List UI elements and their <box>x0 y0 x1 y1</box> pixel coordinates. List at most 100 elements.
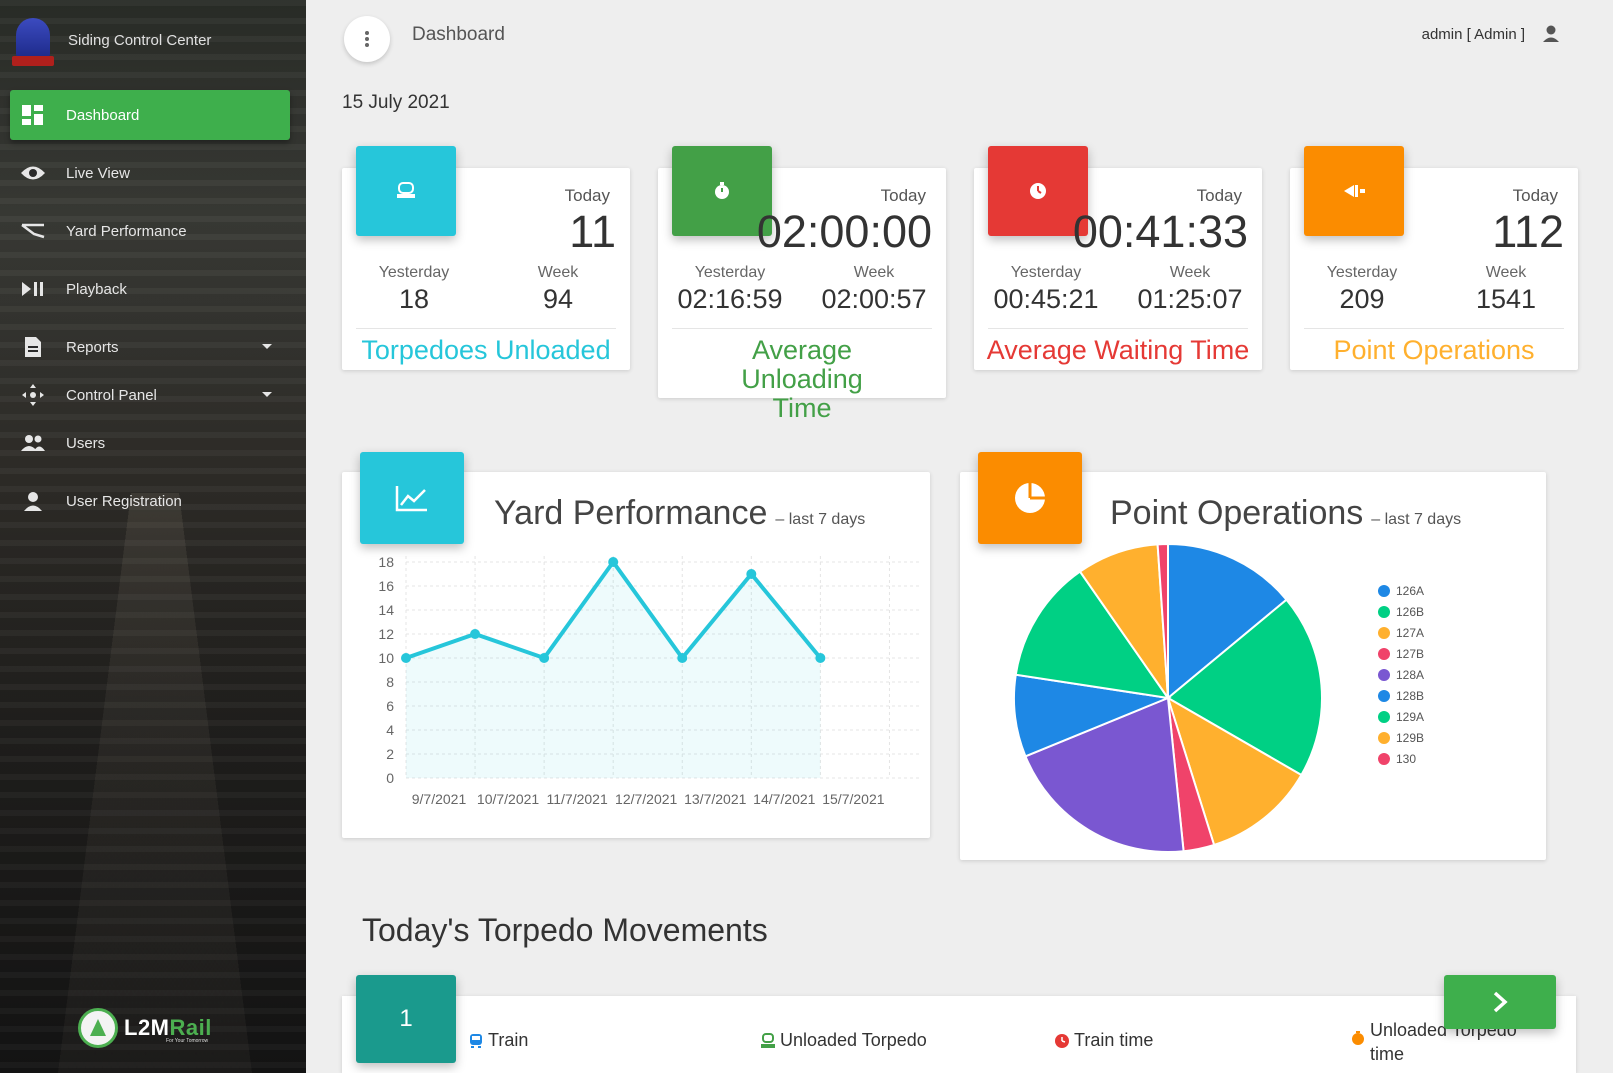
line-chart-icon <box>360 452 464 544</box>
yard-performance-chart: 0 2 4 6 8 10 12 14 16 18 9/7/2021 10/7/2021 11/7/202… <box>378 554 920 807</box>
pie-slice <box>1156 542 1169 699</box>
week-label: Week <box>1169 264 1211 281</box>
legend-swatch <box>1378 752 1390 765</box>
chart-title: Yard Performance <box>494 494 768 532</box>
sidebar-item-label: Live View <box>66 164 130 182</box>
data-point <box>401 653 411 663</box>
legend-label: 129A <box>1396 709 1425 724</box>
yard-performance-icon <box>20 220 46 242</box>
sidebar-item-label: Control Panel <box>66 386 157 404</box>
leaf-logo-icon <box>78 1008 118 1048</box>
legend-swatch <box>1378 689 1390 702</box>
brand[interactable]: Siding Control Center <box>10 12 211 68</box>
today-label: Today <box>1512 186 1558 205</box>
legend-item[interactable]: 126A <box>1378 580 1424 601</box>
week-value: 02:00:57 <box>821 284 927 314</box>
data-point <box>746 569 757 579</box>
today-value: 00:41:33 <box>1072 206 1248 257</box>
x-tick-label: 13/7/2021 <box>684 791 746 807</box>
x-tick-label: 10/7/2021 <box>477 791 539 807</box>
legend-item[interactable]: 129A <box>1378 706 1424 727</box>
app-title: Siding Control Center <box>68 31 212 49</box>
clock-icon <box>988 146 1088 236</box>
pie-slice <box>1166 598 1323 777</box>
torpedo-icon <box>356 146 456 236</box>
logo-text-green: Rail <box>169 1015 212 1040</box>
eye-icon <box>20 162 46 184</box>
y-tick-label: 14 <box>378 602 394 618</box>
legend-item[interactable]: 129B <box>1378 727 1424 748</box>
yard-performance-card: Yard Performance – last 7 days 0 2 4 6 8 10 12 1… <box>342 452 930 838</box>
yesterday-value: 209 <box>1339 284 1385 314</box>
yesterday-label: Yesterday <box>378 264 450 281</box>
sidebar-item-live-view[interactable]: Live View <box>10 148 290 198</box>
legend-item[interactable]: 127A <box>1378 622 1424 643</box>
legend-label: 126A <box>1396 583 1425 598</box>
legend-item[interactable]: 127B <box>1378 643 1424 664</box>
play-pause-icon <box>20 278 46 300</box>
yesterday-value: 00:45:21 <box>993 284 1099 314</box>
user-icon <box>20 490 46 512</box>
legend-item[interactable]: 126B <box>1378 601 1424 622</box>
x-tick-label: 12/7/2021 <box>615 791 677 807</box>
y-tick-label: 12 <box>378 626 394 642</box>
sidebar-item-label: Reports <box>66 338 119 356</box>
week-value: 94 <box>542 284 574 314</box>
sidebar-item-playback[interactable]: Playback <box>10 264 290 314</box>
stat-card-point-operations: Today 112 Yesterday 209 Week 1541 Point Op… <box>1290 146 1578 370</box>
data-point <box>608 557 619 567</box>
legend-swatch <box>1378 584 1390 597</box>
sidebar-item-yard-performance[interactable]: Yard Performance <box>10 206 290 256</box>
today-label: Today <box>880 186 926 205</box>
column-unloaded-torpedo: Unloaded Torpedo <box>760 1030 927 1051</box>
sidebar-item-label: Users <box>66 434 106 452</box>
legend-item[interactable]: 130 <box>1378 748 1424 769</box>
x-tick-label: 15/7/2021 <box>822 791 884 807</box>
clock-icon <box>1054 1033 1070 1049</box>
stat-title: Average Waiting Time <box>986 335 1250 365</box>
next-button[interactable] <box>1444 975 1556 1029</box>
y-tick-label: 10 <box>378 650 394 666</box>
week-label: Week <box>537 264 579 281</box>
pie-slice <box>1014 570 1171 700</box>
chart-legend: 126A 126B 127A 127B 128A 128B 129A 129B 130 <box>1378 580 1424 769</box>
legend-label: 129B <box>1396 730 1425 745</box>
pie-slice <box>1166 695 1303 847</box>
pie-slice <box>1013 673 1172 758</box>
legend-swatch <box>1378 668 1390 681</box>
yesterday-label: Yesterday <box>694 264 766 281</box>
today-value: 02:00:00 <box>756 206 932 257</box>
caret-down-icon <box>262 344 272 349</box>
menu-button[interactable] <box>344 16 390 62</box>
legend-item[interactable]: 128B <box>1378 685 1424 706</box>
data-point <box>470 629 481 639</box>
stat-title: Torpedoes Unloaded <box>361 335 611 365</box>
legend-label: 127A <box>1396 625 1425 640</box>
y-tick-label: 2 <box>386 746 394 762</box>
sidebar-item-user-registration[interactable]: User Registration <box>10 476 290 526</box>
section-title: Today's Torpedo Movements <box>362 912 768 948</box>
data-point <box>539 653 550 663</box>
legend-item[interactable]: 128A <box>1378 664 1424 685</box>
sidebar-item-control-panel[interactable]: Control Panel <box>10 370 290 420</box>
yesterday-label: Yesterday <box>1010 264 1082 281</box>
stat-card-average-waiting-time: Today 00:41:33 Yesterday 00:45:21 Week 01:… <box>974 146 1262 370</box>
legend-swatch <box>1378 731 1390 744</box>
stat-title: Average Unloading Time <box>741 335 863 423</box>
legend-swatch <box>1378 710 1390 723</box>
sidebar-item-users[interactable]: Users <box>10 418 290 468</box>
yesterday-value: 02:16:59 <box>677 284 783 314</box>
column-label: Unloaded Torpedo <box>780 1030 927 1050</box>
user-account-label[interactable]: admin [ Admin ] <box>1421 26 1525 43</box>
current-date: 15 July 2021 <box>342 92 450 113</box>
legend-label: 128B <box>1396 688 1425 703</box>
x-tick-label: 14/7/2021 <box>753 791 815 807</box>
sidebar-nav: Dashboard Live View Yard Performance Pla… <box>10 90 290 534</box>
week-label: Week <box>1485 264 1527 281</box>
chart-subtitle: – last 7 days <box>775 511 866 528</box>
point-operations-chart <box>1013 542 1323 853</box>
sidebar-item-reports[interactable]: Reports <box>10 322 290 372</box>
user-account-icon[interactable] <box>1541 24 1563 46</box>
sidebar-item-dashboard[interactable]: Dashboard <box>10 90 290 140</box>
y-tick-label: 6 <box>386 698 394 714</box>
